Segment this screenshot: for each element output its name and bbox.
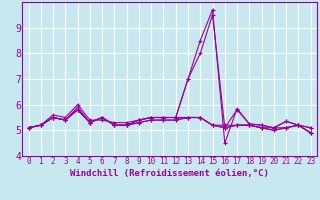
X-axis label: Windchill (Refroidissement éolien,°C): Windchill (Refroidissement éolien,°C) (70, 169, 269, 178)
